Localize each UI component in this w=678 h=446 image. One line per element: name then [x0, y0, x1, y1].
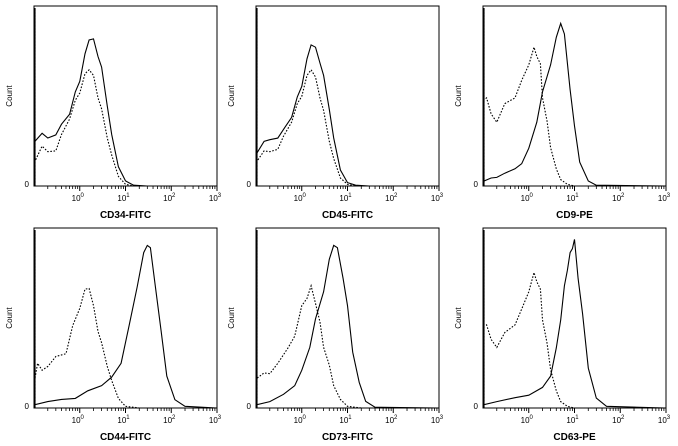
x-tick-label: 103: [658, 415, 671, 425]
x-axis-label: CD73-FITC: [322, 432, 373, 443]
marker-histogram-line: [256, 230, 440, 409]
plot-frame: [482, 227, 667, 409]
histogram-panel: Count 0 100 101 102 103 CD44-FITC: [5, 227, 222, 443]
x-axis-label: CD63-PE: [553, 432, 596, 443]
control-histogram-line: [483, 8, 666, 187]
x-tick-label: 100: [294, 415, 307, 425]
x-tick-label: 100: [521, 193, 534, 203]
y-tick-label: 0: [247, 402, 252, 411]
control-histogram-line: [34, 230, 217, 409]
y-axis-label: Count: [5, 307, 14, 329]
plot-frame: [255, 5, 440, 187]
x-tick-label: 101: [339, 415, 352, 425]
y-axis-label: Count: [5, 85, 14, 107]
x-tick-label: 102: [612, 415, 625, 425]
x-tick-label: 101: [117, 415, 130, 425]
x-tick-label: 100: [72, 415, 85, 425]
y-axis-label: Count: [454, 307, 463, 329]
x-tick-label: 102: [612, 193, 625, 203]
x-axis-label: CD9-PE: [556, 210, 593, 221]
y-axis-label: Count: [227, 85, 236, 107]
marker-histogram-line: [483, 230, 667, 409]
x-tick-label: 103: [431, 193, 444, 203]
histogram-panel: Count 0 100 101 102 103 CD63-PE: [454, 227, 671, 443]
x-tick-label: 101: [339, 193, 352, 203]
histogram-panel: Count 0 100 101 102 103 CD34-FITC: [5, 5, 222, 221]
x-tick-label: 102: [385, 193, 398, 203]
marker-histogram-line: [256, 8, 439, 187]
x-tick-label: 101: [566, 193, 579, 203]
plot-frame: [33, 227, 218, 409]
histogram-panel: Count 0 100 101 102 103 CD73-FITC: [227, 227, 444, 443]
control-histogram-line: [256, 230, 439, 409]
control-histogram-line: [256, 8, 439, 187]
x-axis-label: CD45-FITC: [322, 210, 373, 221]
marker-histogram-line: [34, 8, 217, 187]
x-tick-label: 100: [72, 193, 85, 203]
y-tick-label: 0: [25, 180, 30, 189]
plot-frame: [255, 227, 440, 409]
marker-histogram-line: [483, 8, 667, 187]
y-axis-label: Count: [454, 85, 463, 107]
y-axis-label: Count: [227, 307, 236, 329]
x-axis-label: CD34-FITC: [100, 210, 151, 221]
x-axis-label: CD44-FITC: [100, 432, 151, 443]
x-tick-label: 103: [658, 193, 671, 203]
y-tick-label: 0: [474, 180, 479, 189]
control-histogram-line: [34, 8, 217, 187]
histogram-panel: Count 0 100 101 102 103 CD45-FITC: [227, 5, 444, 221]
x-tick-label: 102: [163, 415, 176, 425]
x-tick-label: 101: [117, 193, 130, 203]
control-histogram-line: [483, 230, 666, 409]
x-tick-label: 100: [521, 415, 534, 425]
x-tick-label: 102: [163, 193, 176, 203]
histogram-panel: Count 0 100 101 102 103 CD9-PE: [454, 5, 671, 221]
x-tick-label: 103: [431, 415, 444, 425]
x-tick-label: 103: [209, 415, 222, 425]
x-tick-label: 103: [209, 193, 222, 203]
y-tick-label: 0: [25, 402, 30, 411]
x-tick-label: 102: [385, 415, 398, 425]
x-tick-label: 100: [294, 193, 307, 203]
plot-frame: [33, 5, 218, 187]
plot-frame: [482, 5, 667, 187]
y-tick-label: 0: [247, 180, 252, 189]
x-tick-label: 101: [566, 415, 579, 425]
y-tick-label: 0: [474, 402, 479, 411]
marker-histogram-line: [34, 230, 218, 409]
